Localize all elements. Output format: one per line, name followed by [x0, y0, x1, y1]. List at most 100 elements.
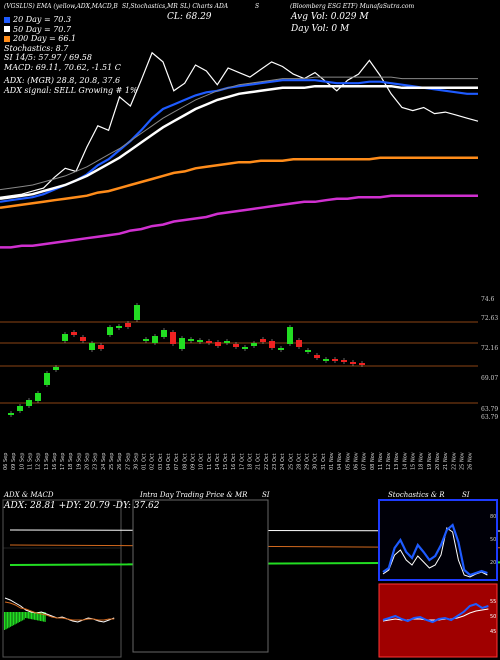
candle-body [242, 347, 248, 349]
candle-body [332, 359, 338, 361]
candle-body [125, 323, 131, 327]
date-tick: 01 Nov [329, 452, 335, 470]
candle-body [359, 363, 365, 365]
candle-body [152, 336, 158, 343]
intraday-panel-title-right: SI [262, 491, 270, 499]
macd-bar [32, 612, 34, 620]
candle-body [251, 343, 257, 346]
macd-bar [43, 612, 45, 622]
candle-body [44, 373, 50, 385]
indicator-stochastics: Stochastics: 8.7 [4, 43, 69, 53]
candle-body [35, 393, 41, 401]
date-tick: 06 Nov [353, 452, 359, 470]
candle-body [323, 359, 329, 361]
date-tick: 10 Oct [199, 453, 205, 470]
date-tick: 25 Sep [109, 453, 115, 470]
macd-bar [10, 612, 12, 627]
date-tick: 27 Sep [125, 453, 131, 470]
date-tick: 22 Oct [264, 453, 270, 470]
candle-body [161, 330, 167, 337]
date-tick: 02 Oct [150, 453, 156, 470]
candle-scale-4: 63.79 [481, 406, 499, 413]
macd-bar [28, 612, 30, 619]
ema-legend: 20 Day = 70.3 50 Day = 70.7 200 Day = 66… [4, 15, 138, 95]
date-tick: 16 Oct [231, 453, 237, 470]
candle-scale-3: 69.07 [481, 375, 499, 382]
date-tick: 30 Sep [133, 453, 139, 470]
candle-body [305, 350, 311, 352]
candle-body [188, 339, 194, 341]
chart-header-2: SI,Stochastics,MR [122, 3, 178, 10]
candle-body [197, 340, 203, 342]
date-tick: 21 Nov [443, 452, 449, 470]
macd-bar [23, 612, 25, 620]
date-tick: 28 Oct [296, 453, 302, 470]
candle-body [287, 327, 293, 344]
macd-bar [26, 612, 28, 619]
candle-body [224, 341, 230, 343]
date-tick: 04 Nov [337, 452, 343, 470]
candle-body [179, 338, 185, 349]
macd-bar [25, 612, 27, 618]
adx-panel-title: ADX & MACD [4, 491, 54, 499]
series-line-2 [0, 84, 478, 200]
candle-body [53, 367, 59, 370]
macd-bar [34, 612, 36, 620]
date-tick: 19 Sep [76, 453, 82, 470]
candle-body [296, 340, 302, 347]
candle-body [17, 406, 23, 411]
legend-item-20day: 20 Day = 70.3 [4, 15, 138, 25]
legend-swatch [4, 16, 10, 23]
date-tick: 20 Sep [85, 453, 91, 470]
date-tick: 18 Nov [419, 452, 425, 470]
macd-bar [20, 612, 22, 622]
date-tick: 26 Sep [117, 453, 123, 470]
macd-bar [37, 612, 39, 621]
date-tick: 13 Sep [44, 453, 50, 470]
intraday-panel [132, 499, 269, 653]
date-tick: 19 Nov [427, 452, 433, 470]
candle-body [170, 332, 176, 344]
macd-bar [19, 612, 21, 622]
date-tick: 17 Oct [239, 453, 245, 470]
date-tick: 31 Oct [321, 453, 327, 470]
candle-body [341, 360, 347, 362]
macd-bar [31, 612, 33, 620]
date-tick: 15 Oct [223, 453, 229, 470]
date-tick: 25 Nov [459, 452, 465, 470]
adx-panel-value: ADX: 28.81 +DY: 20.79 -DY: 37.62 [4, 501, 160, 511]
candle-body [350, 362, 356, 364]
date-tick: 30 Oct [313, 453, 319, 470]
date-tick: 11 Oct [207, 453, 213, 470]
date-tick: 26 Nov [468, 452, 474, 470]
date-tick: 09 Sep [11, 453, 17, 470]
date-tick: 24 Oct [280, 453, 286, 470]
candle-body [278, 348, 284, 350]
chart-header-5: (Bloomberg ESG ETF) MunafaSutra.com [290, 3, 415, 10]
date-tick: 09 Oct [190, 453, 196, 470]
candle-body [80, 337, 86, 341]
date-tick: 14 Nov [402, 452, 408, 470]
macd-bar [17, 612, 19, 623]
series-line-0 [0, 51, 479, 198]
date-tick: 11 Sep [27, 453, 33, 470]
candle-body [98, 345, 104, 349]
legend-swatch [4, 26, 10, 33]
candle-body [107, 327, 113, 335]
rsi-line-blue [382, 602, 489, 624]
candle-scale-1: 72.63 [481, 315, 499, 322]
candle-body [206, 341, 212, 343]
candle-body [134, 305, 140, 320]
macd-bar [4, 612, 6, 630]
date-tick: 12 Sep [36, 453, 42, 470]
macd-bar [44, 612, 46, 622]
date-tick: 03 Oct [158, 453, 164, 470]
candle-body [89, 343, 95, 350]
date-tick: 14 Oct [215, 453, 221, 470]
rsi-level-label: 55 [490, 599, 496, 605]
date-tick: 05 Nov [345, 452, 351, 470]
date-tick: 04 Oct [166, 453, 172, 470]
series-line-3 [0, 156, 478, 210]
date-tick: 29 Oct [305, 453, 311, 470]
